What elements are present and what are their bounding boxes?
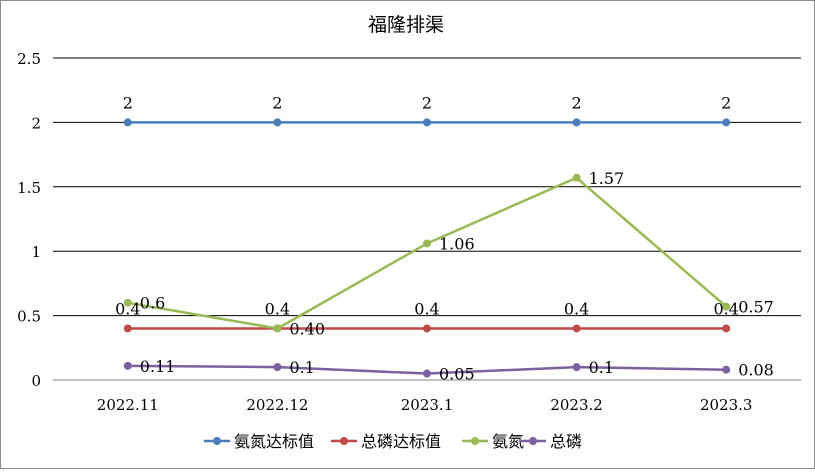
data-point bbox=[722, 302, 731, 311]
data-point bbox=[572, 363, 581, 372]
data-point bbox=[123, 324, 132, 333]
data-point bbox=[123, 298, 132, 307]
y-tick-label: 0.5 bbox=[17, 308, 41, 326]
data-point bbox=[722, 118, 731, 127]
data-point bbox=[123, 361, 132, 370]
data-point bbox=[423, 369, 431, 378]
series-group bbox=[123, 118, 731, 378]
data-label: 0.40 bbox=[289, 319, 325, 338]
data-label: 0.4 bbox=[115, 299, 140, 318]
chart-title: 福隆排渠 bbox=[368, 14, 444, 36]
data-label: 0.4 bbox=[564, 299, 589, 318]
legend-swatch-marker bbox=[213, 437, 221, 445]
data-point bbox=[273, 118, 282, 127]
data-label: 0.08 bbox=[738, 361, 774, 380]
data-point bbox=[273, 363, 282, 372]
y-tick-label: 2 bbox=[31, 114, 41, 132]
data-point bbox=[423, 239, 431, 248]
data-label: 2 bbox=[572, 93, 582, 112]
y-axis-ticks: 0 0.5 1 1.5 2 2.5 bbox=[17, 50, 41, 390]
legend-label: 总磷达标值 bbox=[361, 432, 441, 451]
legend-swatch-marker bbox=[529, 437, 537, 445]
data-label: 2 bbox=[721, 93, 731, 112]
data-point bbox=[423, 324, 431, 333]
data-point bbox=[722, 324, 731, 333]
data-point bbox=[572, 173, 581, 182]
data-label: 0.11 bbox=[140, 357, 176, 376]
data-point bbox=[273, 324, 282, 333]
data-label: 0.4 bbox=[265, 299, 290, 318]
data-label: 2 bbox=[422, 93, 432, 112]
data-label: 0.57 bbox=[738, 298, 774, 317]
data-label: 0.6 bbox=[140, 294, 165, 313]
data-label: 2 bbox=[123, 93, 133, 112]
data-label: 0.1 bbox=[289, 358, 314, 377]
x-tick-label: 2023.3 bbox=[700, 396, 753, 414]
data-label: 0.4 bbox=[713, 299, 738, 318]
y-tick-label: 1 bbox=[31, 243, 41, 261]
legend-label: 氨氮达标值 bbox=[234, 432, 314, 451]
x-tick-label: 2022.11 bbox=[97, 396, 159, 414]
data-labels: 2 2 2 2 20.4 0.4 0.4 0.4 0.40.60.401.061.570.570… bbox=[115, 93, 774, 383]
y-tick-label: 2.5 bbox=[17, 50, 41, 68]
x-tick-label: 2023.2 bbox=[550, 396, 603, 414]
data-label: 2 bbox=[272, 93, 282, 112]
y-tick-label: 0 bbox=[31, 372, 41, 390]
data-point bbox=[423, 118, 431, 127]
data-point bbox=[123, 118, 132, 127]
legend-label: 氨氮 bbox=[492, 432, 524, 451]
legend: 氨氮达标值 总磷达标值 氨氮 总磷 bbox=[204, 432, 582, 451]
y-tick-label: 1.5 bbox=[17, 179, 41, 197]
data-point bbox=[572, 118, 581, 127]
x-tick-label: 2023.1 bbox=[401, 396, 454, 414]
data-label: 1.57 bbox=[589, 169, 625, 188]
x-tick-label: 2022.12 bbox=[246, 396, 308, 414]
data-label: 0.4 bbox=[414, 299, 439, 318]
data-label: 0.05 bbox=[439, 365, 475, 384]
legend-label: 总磷 bbox=[550, 432, 582, 451]
data-label: 0.1 bbox=[589, 358, 614, 377]
data-label: 1.06 bbox=[439, 234, 475, 253]
data-point bbox=[722, 365, 731, 374]
x-axis-ticks: 2022.11 2022.12 2023.1 2023.2 2023.3 bbox=[97, 396, 753, 414]
legend-swatch-marker bbox=[471, 437, 479, 445]
legend-swatch-marker bbox=[340, 437, 348, 445]
data-point bbox=[572, 324, 581, 333]
